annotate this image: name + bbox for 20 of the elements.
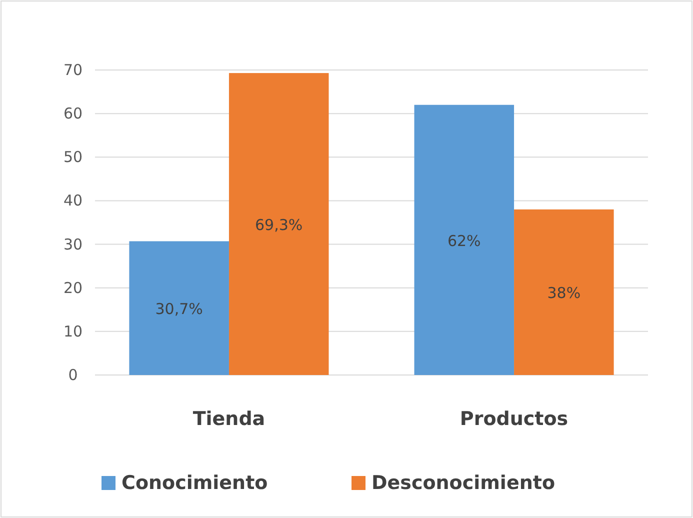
y-tick-label: 0 [68, 366, 78, 384]
y-tick-label: 10 [63, 322, 83, 340]
y-tick-label: 20 [63, 278, 83, 297]
x-tick-label: Tienda [192, 408, 266, 430]
bar [514, 209, 614, 375]
y-tick-label: 40 [63, 192, 83, 210]
legend-label: Desconocimiento [372, 472, 555, 494]
bar [129, 241, 229, 375]
bar [414, 104, 514, 375]
bar [228, 73, 329, 375]
data-label: 38% [547, 284, 581, 302]
legend-label: Conocimiento [122, 472, 268, 494]
x-tick-label: Productos [460, 408, 568, 430]
y-tick-label: 50 [63, 148, 83, 166]
data-label: 69,3% [255, 216, 303, 234]
y-tick-label: 30 [63, 235, 83, 254]
data-label: 62% [447, 232, 481, 250]
data-label: 30,7% [155, 300, 203, 318]
y-tick-label: 70 [63, 61, 83, 79]
y-tick-label: 60 [63, 104, 83, 123]
